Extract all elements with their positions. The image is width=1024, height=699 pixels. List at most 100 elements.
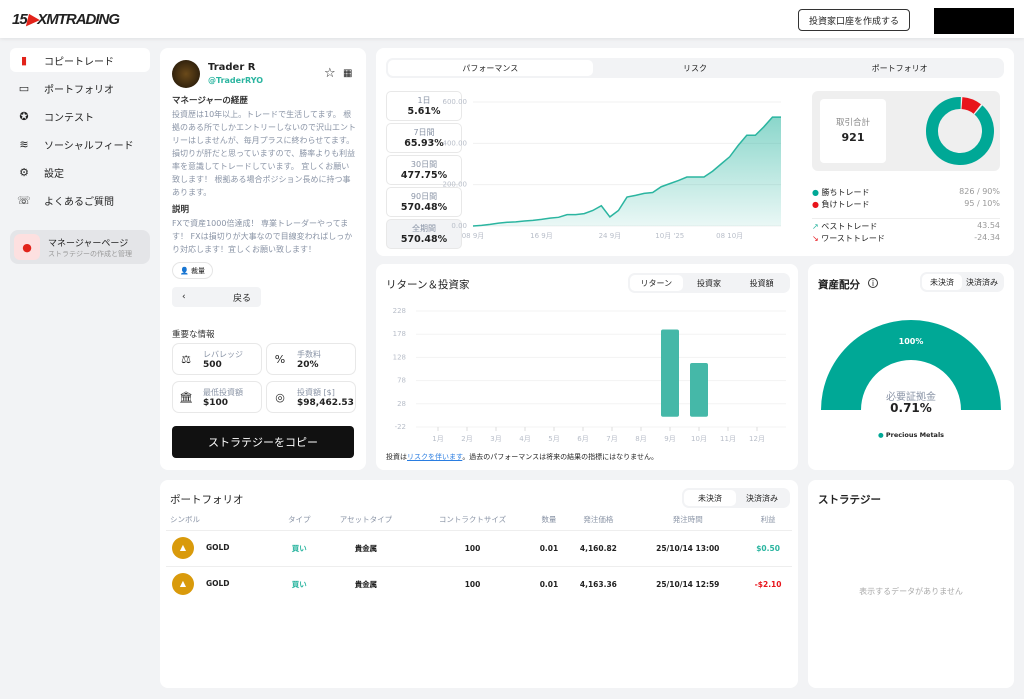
donut-slice-0 xyxy=(926,97,994,165)
legend-label: Precious Metals xyxy=(885,431,945,439)
trend-up-icon: ↗ xyxy=(812,222,819,231)
total-trades-value: 921 xyxy=(841,131,865,144)
stat-label: 負けトレード xyxy=(821,200,870,209)
period-value: 5.61% xyxy=(407,106,441,117)
cell: 4,160.82 xyxy=(579,543,617,553)
x-tick-label: 08 10月 xyxy=(716,232,743,240)
cell: $0.50 xyxy=(756,543,780,553)
tab-0[interactable]: 未決済 xyxy=(922,274,962,290)
account-menu[interactable] xyxy=(934,8,1014,34)
allocation-title: 資産配分 xyxy=(818,279,860,291)
period-value: 570.48% xyxy=(400,234,448,245)
info-1: % 手数料 20% xyxy=(266,343,356,375)
column-header: タイプ xyxy=(288,515,311,525)
x-tick-label: 2月 xyxy=(461,435,472,443)
gold-icon: ▲ xyxy=(172,573,194,596)
period-4[interactable]: 全期間 570.48% xyxy=(386,219,462,249)
period-1[interactable]: 7日間 65.93% xyxy=(386,123,462,153)
risk-link[interactable]: リスクを伴います xyxy=(407,453,463,461)
gauge-arc-precious-metals xyxy=(821,320,1001,410)
star-icon[interactable]: ☆ xyxy=(324,66,336,81)
tab-0[interactable]: 未決済 xyxy=(684,490,736,506)
stat-0: ● 勝ちトレード 826 / 90% xyxy=(812,187,1000,198)
allocation-card: 資産配分 i 未決済 決済済み 100% 必要証拠金 0.71% ● Precio… xyxy=(808,264,1014,470)
table-row[interactable]: ▲ GOLD 買い 貴金属 100 0.01 4,163.36 25/10/14 12:59 -… xyxy=(166,565,792,602)
allocation-tabs: 未決済 決済済み xyxy=(920,272,1004,292)
x-tick-label: 5月 xyxy=(548,435,559,443)
y-tick-label: 178 xyxy=(393,330,406,338)
sidebar-item-label: コピートレード xyxy=(44,56,114,68)
info-label: 最低投資額 xyxy=(203,387,243,397)
cell: 0.01 xyxy=(539,579,559,589)
period-0[interactable]: 1日 5.61% xyxy=(386,91,462,121)
y-tick-label: 78 xyxy=(397,377,406,385)
info-2: 🏛 最低投資額 $100 xyxy=(172,381,262,413)
info-icon[interactable]: i xyxy=(868,278,878,288)
period-label: 90日間 xyxy=(410,192,438,201)
cell: 25/10/14 13:00 xyxy=(656,543,720,553)
x-tick-label: 24 9月 xyxy=(599,232,622,240)
x-tick-label: 9月 xyxy=(664,435,675,443)
legend-dot-icon: ● xyxy=(812,200,822,209)
y-tick-label: 400.00 xyxy=(443,139,468,147)
sidebar-item-4[interactable]: ⚙ 設定 xyxy=(10,160,150,184)
cell: 貴金属 xyxy=(354,579,378,589)
rss-icon: ≋ xyxy=(19,137,29,151)
portfolio-table: シンボル タイプ アセットタイプ コントラクトサイズ 数量 発注価格 発注時間 利益 ▲ GOLD… xyxy=(166,510,792,602)
period-label: 1日 xyxy=(417,96,431,105)
sidebar-item-label: ポートフォリオ xyxy=(44,84,114,96)
period-value: 65.93% xyxy=(404,138,444,149)
qr-code-icon[interactable]: ▦ xyxy=(343,68,353,79)
cell: 買い xyxy=(291,543,307,553)
x-tick-label: 8月 xyxy=(635,435,646,443)
person-icon: 👤 xyxy=(180,266,191,275)
bank-icon: 🏛 xyxy=(179,390,193,404)
cell: GOLD xyxy=(206,543,230,552)
profile-card: Trader R @TraderRYO ☆ ▦ マネージャーの経歴 投資歴は10… xyxy=(160,48,366,470)
period-value: 477.75% xyxy=(400,170,448,181)
avatar xyxy=(172,60,200,88)
sidebar-item-5[interactable]: ☏ よくあるご質問 xyxy=(10,188,150,212)
tab-1[interactable]: リスク xyxy=(683,63,707,73)
target-icon: ◎ xyxy=(275,390,285,404)
award-icon: ✪ xyxy=(19,109,29,123)
tab-2[interactable]: ポートフォリオ xyxy=(871,63,928,73)
sidebar-item-1[interactable]: ▭ ポートフォリオ xyxy=(10,76,150,100)
logo[interactable]: 15▶XMTRADING xyxy=(12,11,120,28)
sidebar-item-2[interactable]: ✪ コンテスト xyxy=(10,104,150,128)
tab-0[interactable]: リターン xyxy=(630,275,683,291)
period-2[interactable]: 30日間 477.75% xyxy=(386,155,462,185)
period-3[interactable]: 90日間 570.48% xyxy=(386,187,462,217)
tab-1[interactable]: 決済済み xyxy=(966,277,998,287)
sidebar-item-0[interactable]: ▮ コピートレード xyxy=(10,48,150,72)
column-header: 発注時間 xyxy=(672,515,703,525)
tab-1[interactable]: 決済済み xyxy=(746,493,778,503)
x-tick-label: 11月 xyxy=(720,435,736,443)
profile-about: マネージャーの経歴 投資歴は10年以上。トレードで生活してます。 根拠のある所で… xyxy=(172,94,356,307)
stat-label: 勝ちトレード xyxy=(821,188,870,197)
gold-icon: ▲ xyxy=(172,537,194,559)
legend-dot-icon: ● xyxy=(812,188,822,197)
x-tick-label: 08 9月 xyxy=(462,232,485,240)
cell: 買い xyxy=(291,579,307,589)
x-tick-label: 16 9月 xyxy=(530,232,553,240)
performance-area xyxy=(473,117,781,226)
chevron-left-icon: ‹ xyxy=(182,292,186,302)
portfolio-tabs: 未決済 決済済み xyxy=(682,488,790,508)
table-row[interactable]: ▲ GOLD 買い 貴金属 100 0.01 4,160.82 25/10/14 13:00 $… xyxy=(166,529,792,566)
tag-discretionary: 👤 裁量 xyxy=(172,262,213,279)
create-investor-account-button[interactable]: 投資家口座を作成する xyxy=(798,9,910,31)
tab-2[interactable]: 投資額 xyxy=(749,278,774,288)
y-tick-label: 228 xyxy=(393,307,406,315)
cell: 4,163.36 xyxy=(579,579,617,589)
tab-0[interactable]: パフォーマンス xyxy=(388,60,593,76)
best-trade-value: 43.54 xyxy=(977,221,1000,230)
manager-page-link[interactable]: ● マネージャーページ ストラテジーの作成と管理 xyxy=(10,230,150,264)
cell: 100 xyxy=(464,579,481,589)
back-button[interactable]: ‹ 戻る xyxy=(172,287,261,307)
sidebar-item-3[interactable]: ≋ ソーシャルフィード xyxy=(10,132,150,156)
bar-10月 xyxy=(690,362,708,417)
performance-chart: 600.00 400.00 200.00 0.00 08 9月 16 9月 24 9月 10月… xyxy=(443,98,781,240)
tab-1[interactable]: 投資家 xyxy=(697,278,721,288)
copy-strategy-button[interactable]: ストラテジーをコピー xyxy=(172,426,354,458)
